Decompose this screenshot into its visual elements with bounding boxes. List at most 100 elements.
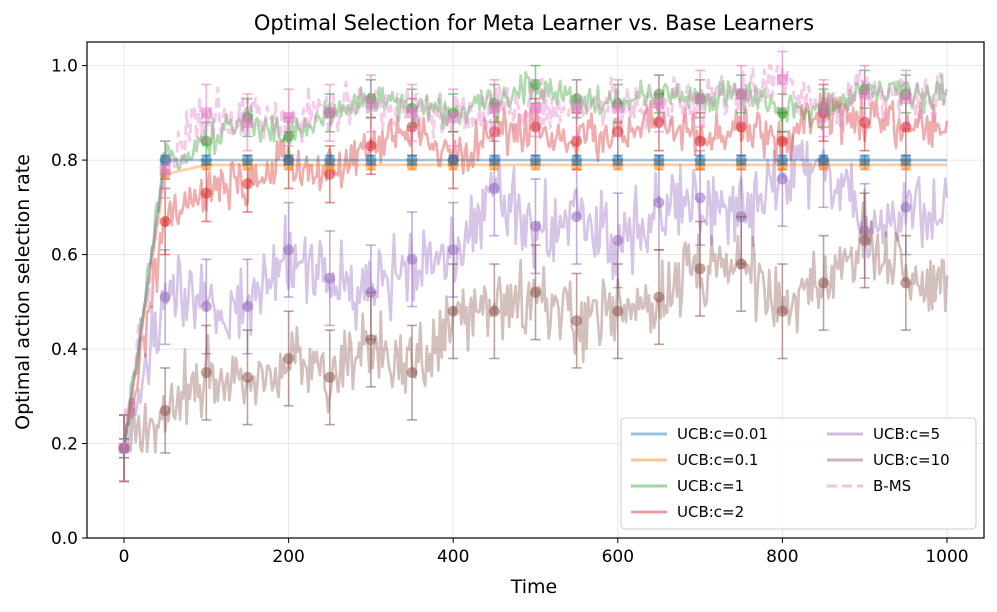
data-point xyxy=(365,334,377,346)
data-point xyxy=(818,154,830,166)
data-point xyxy=(159,404,171,416)
x-axis-label: Time xyxy=(510,576,558,598)
y-tick-label: 0.2 xyxy=(51,435,78,455)
y-tick-label: 0.6 xyxy=(51,246,78,266)
series-ucb-c-10 xyxy=(118,192,949,483)
data-point xyxy=(694,135,706,147)
data-point xyxy=(283,112,295,124)
data-point xyxy=(241,116,253,128)
series-layer xyxy=(118,50,949,483)
data-point xyxy=(694,93,706,105)
legend-label: UCB:c=5 xyxy=(873,425,940,443)
data-point xyxy=(653,197,665,209)
data-point xyxy=(200,187,212,199)
data-point xyxy=(530,220,541,232)
x-tick-label: 0 xyxy=(119,547,130,567)
data-point xyxy=(200,107,212,119)
data-point xyxy=(406,107,418,119)
data-point xyxy=(900,277,912,289)
y-tick-label: 0.0 xyxy=(51,529,78,549)
data-point xyxy=(406,253,418,265)
data-point xyxy=(200,301,212,313)
data-point xyxy=(406,367,418,379)
legend-label: UCB:c=2 xyxy=(677,503,744,521)
data-point xyxy=(488,154,500,166)
data-point xyxy=(776,107,788,119)
data-point xyxy=(406,154,418,166)
data-point xyxy=(900,154,912,166)
data-point xyxy=(200,154,212,166)
data-point xyxy=(900,201,912,213)
data-point xyxy=(365,97,377,109)
data-point xyxy=(694,263,706,275)
data-point xyxy=(571,102,583,114)
data-point xyxy=(365,154,377,166)
data-point xyxy=(776,135,788,147)
data-point xyxy=(241,301,253,313)
data-point xyxy=(735,258,747,270)
data-point xyxy=(571,211,583,223)
data-point xyxy=(776,173,788,185)
data-point xyxy=(735,121,747,133)
y-tick-label: 0.4 xyxy=(51,340,78,360)
data-point xyxy=(776,305,788,317)
data-point xyxy=(447,305,459,317)
legend: UCB:c=0.01 UCB:c=0.1 UCB:c=1 UCB:c=2 UCB:c=5… xyxy=(620,417,977,530)
data-point xyxy=(571,315,583,327)
data-point xyxy=(283,154,295,166)
legend-label: UCB:c=1 xyxy=(677,477,744,495)
data-point xyxy=(859,234,871,246)
data-point xyxy=(324,168,336,180)
data-point xyxy=(735,88,747,100)
data-point xyxy=(612,305,624,317)
data-point xyxy=(488,182,500,194)
data-point xyxy=(571,154,583,166)
legend-label: UCB:c=0.1 xyxy=(677,451,758,469)
data-point xyxy=(900,93,912,105)
plot-frame xyxy=(86,41,985,539)
y-tick-label: 0.8 xyxy=(51,151,78,171)
data-point xyxy=(283,244,295,256)
data-point xyxy=(283,352,295,364)
data-point xyxy=(818,102,830,114)
data-point xyxy=(694,154,706,166)
data-point xyxy=(612,102,624,114)
ticks: 0 200 400 600 800 1000 0.0 0.2 0.4 0.6 0.8 1.0 xyxy=(51,57,969,567)
data-point xyxy=(571,135,583,147)
data-point xyxy=(859,88,871,100)
x-tick-label: 800 xyxy=(766,547,798,567)
data-point xyxy=(488,102,500,114)
data-point xyxy=(324,107,336,119)
data-point xyxy=(859,154,871,166)
data-point xyxy=(653,291,665,303)
data-point xyxy=(200,367,212,379)
x-tick-label: 400 xyxy=(437,547,469,567)
data-point xyxy=(530,102,541,114)
data-point xyxy=(488,305,500,317)
data-point xyxy=(776,154,788,166)
data-point xyxy=(735,154,747,166)
data-point xyxy=(653,154,665,166)
data-point xyxy=(118,442,130,454)
data-point xyxy=(159,216,171,228)
data-point xyxy=(447,112,459,124)
data-point xyxy=(530,154,541,166)
data-point xyxy=(447,154,459,166)
data-point xyxy=(324,371,336,383)
data-point xyxy=(653,97,665,109)
x-tick-label: 600 xyxy=(602,547,634,567)
data-point xyxy=(818,277,830,289)
data-point xyxy=(241,178,253,190)
data-point xyxy=(241,371,253,383)
data-point xyxy=(241,154,253,166)
data-point xyxy=(612,154,624,166)
data-point xyxy=(159,291,171,303)
legend-label: UCB:c=0.01 xyxy=(677,425,768,443)
data-point xyxy=(776,74,788,86)
legend-box xyxy=(620,417,977,530)
data-point xyxy=(612,234,624,246)
data-point xyxy=(694,192,706,204)
data-point xyxy=(530,286,541,298)
series-b-ms xyxy=(118,50,948,483)
y-tick-label: 1.0 xyxy=(51,57,78,77)
